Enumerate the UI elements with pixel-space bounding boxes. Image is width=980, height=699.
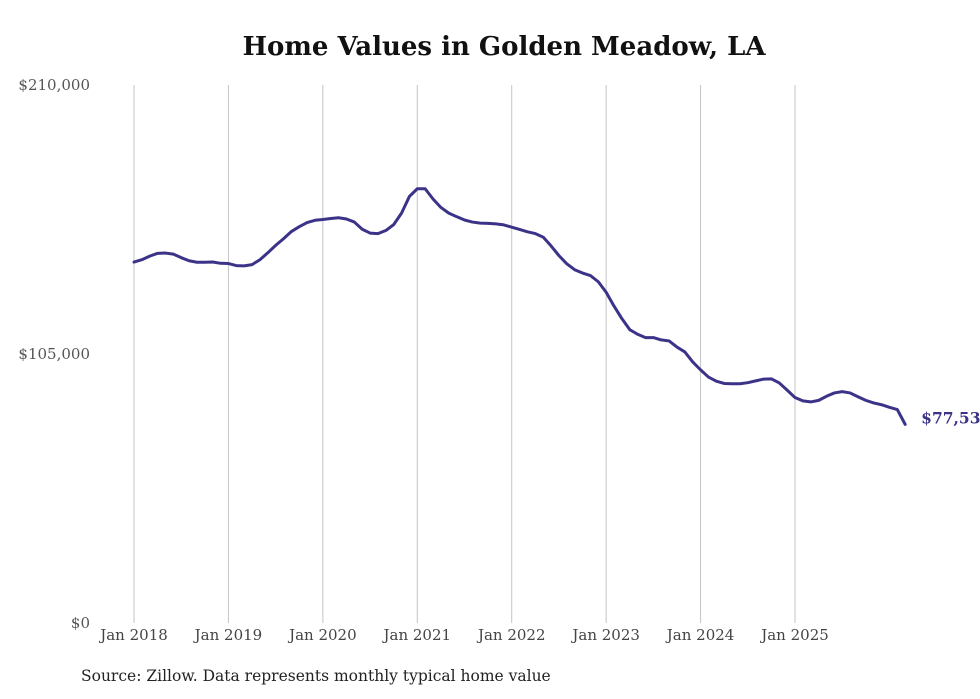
x-tick-label: Jan 2024 [665, 626, 735, 644]
x-tick-label: Jan 2022 [476, 626, 546, 644]
x-tick-label: Jan 2023 [570, 626, 640, 644]
chart-title: Home Values in Golden Meadow, LA [242, 32, 766, 62]
y-axis-ticks: $0 $105,000 $210,000 [18, 76, 90, 632]
x-axis-ticks: Jan 2018 Jan 2019 Jan 2020 Jan 2021 Jan 2022… [98, 626, 829, 644]
x-tick-label: Jan 2021 [382, 626, 452, 644]
source-note: Source: Zillow. Data represents monthly … [81, 667, 551, 685]
end-value-label: $77,531 [921, 408, 980, 427]
x-tick-label: Jan 2019 [193, 626, 263, 644]
y-tick-label: $0 [71, 614, 90, 632]
y-tick-label: $210,000 [18, 76, 90, 94]
x-tick-label: Jan 2025 [759, 626, 829, 644]
x-tick-label: Jan 2018 [98, 626, 168, 644]
x-tick-label: Jan 2020 [287, 626, 357, 644]
vertical-gridlines [133, 85, 796, 623]
series-lines [132, 187, 907, 426]
y-tick-label: $105,000 [18, 345, 90, 363]
series-line [132, 187, 907, 426]
